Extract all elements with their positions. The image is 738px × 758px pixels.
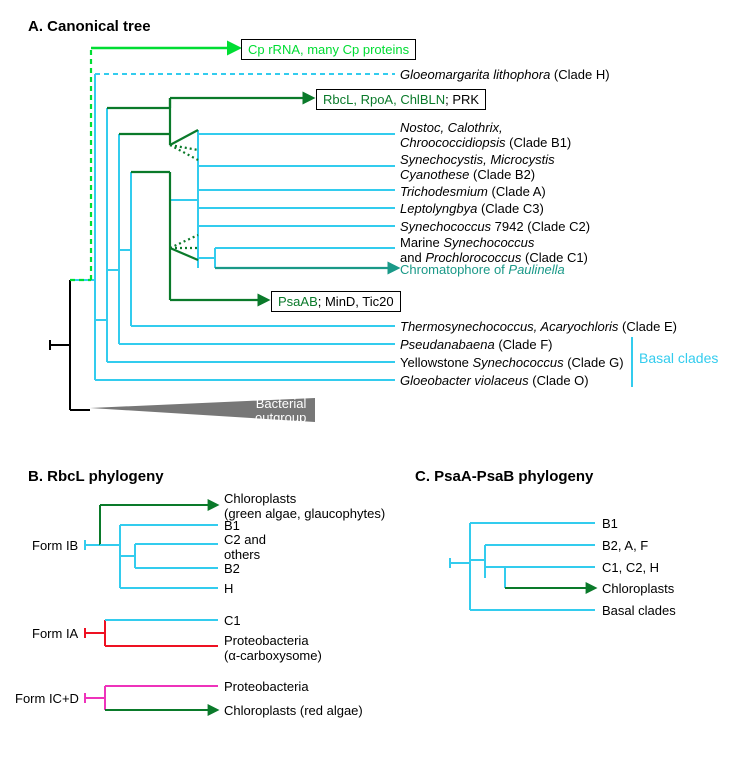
taxon-c2: Synechococcus 7942 (Clade C2)	[400, 219, 590, 234]
form-ia: Form IA	[32, 626, 78, 641]
taxon-c3: Leptolyngbya (Clade C3)	[400, 201, 544, 216]
c-chloro: Chloroplasts	[602, 581, 674, 596]
panel-c-tree	[400, 480, 730, 680]
taxon-b2a: Synechocystis, Microcystis	[400, 152, 555, 167]
taxon-b1a: Nostoc, Calothrix,	[400, 120, 503, 135]
taxon-e: Thermosynechococcus, Acaryochloris (Clad…	[400, 319, 677, 334]
form-icd: Form IC+D	[15, 691, 79, 706]
b-chloro-green: Chloroplasts(green algae, glaucophytes)	[224, 492, 385, 522]
c-b1: B1	[602, 516, 618, 531]
b-proteo-a: Proteobacteria(α-carboxysome)	[224, 634, 322, 664]
taxon-c1a: Marine Synechococcus	[400, 235, 534, 250]
taxon-b2b: Cyanothese (Clade B2)	[400, 167, 535, 182]
taxon-a: Trichodesmium (Clade A)	[400, 184, 546, 199]
basal-bracket-label: Basal clades	[639, 350, 718, 366]
taxon-b1b: Chroococcidiopsis (Clade B1)	[400, 135, 571, 150]
b-h: H	[224, 581, 233, 596]
form-ib: Form IB	[32, 538, 78, 553]
b-proteo: Proteobacteria	[224, 679, 309, 694]
taxon-o: Gloeobacter violaceus (Clade O)	[400, 373, 589, 388]
c-basal: Basal clades	[602, 603, 676, 618]
b-c2: C2 andothers	[224, 533, 266, 563]
box-cp-rrna: Cp rRNA, many Cp proteins	[241, 39, 416, 60]
b-chloro-red: Chloroplasts (red algae)	[224, 703, 363, 718]
b-c1: C1	[224, 613, 241, 628]
box-psaab: PsaAB; MinD, Tic20	[271, 291, 401, 312]
taxon-chromato: Chromatophore of Paulinella	[400, 262, 565, 277]
box-rbcl: RbcL, RpoA, ChlBLN; PRK	[316, 89, 486, 110]
c-b2af: B2, A, F	[602, 538, 648, 553]
taxon-g: Yellowstone Synechococcus (Clade G)	[400, 355, 624, 370]
b-b1: B1	[224, 518, 240, 533]
taxon-h: Gloeomargarita lithophora (Clade H)	[400, 67, 610, 82]
b-b2: B2	[224, 561, 240, 576]
taxon-f: Pseudanabaena (Clade F)	[400, 337, 553, 352]
outgroup-label: Bacterialoutgroup	[255, 397, 306, 426]
c-c1c2h: C1, C2, H	[602, 560, 659, 575]
panel-a-tree	[0, 0, 738, 450]
